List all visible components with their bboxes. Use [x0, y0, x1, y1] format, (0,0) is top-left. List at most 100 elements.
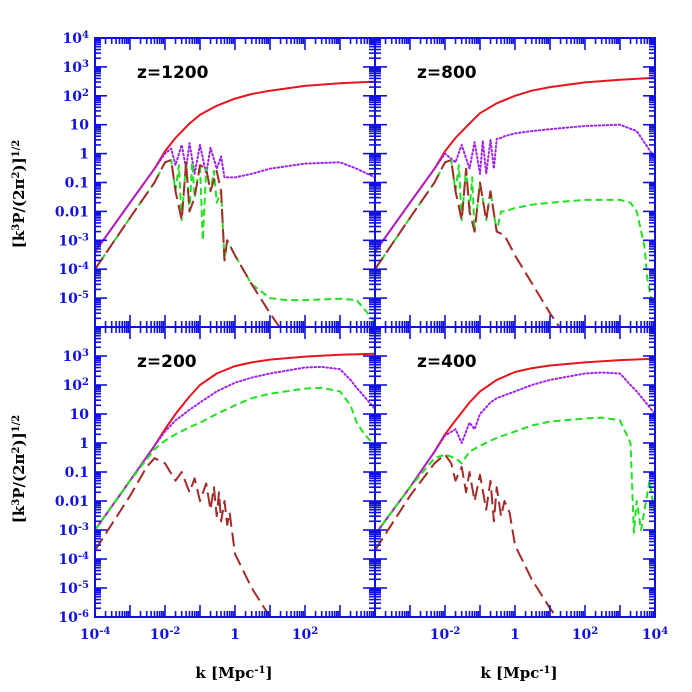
- tick-label-base: 1: [79, 147, 89, 163]
- y-tick-label: 0.1: [65, 176, 89, 192]
- tick-label-base: 10: [70, 118, 90, 134]
- tick-label-exponent: 2: [82, 377, 89, 388]
- series-line-green-short-dash: [95, 386, 375, 531]
- tick-label-exponent: -2: [169, 626, 180, 637]
- panel-label: z=1200: [137, 63, 209, 83]
- x-tick-label: 10-2: [150, 626, 181, 644]
- tick-label-exponent: 3: [82, 58, 89, 69]
- y-axis-title-top: [k3P/(2π2)]1/2: [10, 140, 28, 249]
- tick-label-base: 10: [70, 407, 90, 423]
- tick-label-exponent: -4: [78, 261, 89, 272]
- tick-label-exponent: -4: [78, 551, 89, 562]
- tick-label-exponent: 4: [82, 30, 89, 41]
- y-axis-title-bottom: [k3P/(2π2)]1/2: [10, 415, 28, 524]
- tick-label-base: 10: [58, 233, 78, 249]
- y-tick-label: 102: [63, 377, 89, 395]
- y-tick-label: 10-3: [58, 522, 89, 540]
- series-line-purple-dotted: [95, 142, 375, 253]
- tick-label-base: 10: [63, 378, 83, 394]
- tick-label-base: 1: [79, 436, 89, 452]
- tick-label-base: 10: [58, 581, 78, 597]
- y-tick-label: 10-3: [58, 232, 89, 250]
- tick-label-base: 10: [63, 89, 83, 105]
- series-group: [95, 80, 375, 327]
- x-axis-title-right: k [Mpc-1]: [480, 664, 557, 682]
- x-axis-title-left: k [Mpc-1]: [195, 664, 272, 682]
- tick-label-base: 10: [58, 552, 78, 568]
- series-line-purple-dotted: [375, 371, 655, 536]
- tick-label-exponent: 4: [661, 626, 668, 637]
- y-tick-label: 10-6: [58, 609, 89, 627]
- series-group: [375, 357, 655, 617]
- tick-label-base: 10: [58, 262, 78, 278]
- tick-label-base: 0.1: [65, 176, 89, 192]
- tick-label-base: 0.01: [55, 494, 89, 510]
- tick-label-base: 10: [58, 610, 78, 626]
- tick-label-base: 1: [230, 627, 240, 643]
- series-line-brown-long-dash: [95, 159, 281, 327]
- tick-label-exponent: -5: [78, 290, 89, 301]
- x-tick-label: 10-4: [80, 626, 111, 644]
- y-tick-label: 10: [70, 407, 90, 423]
- y-tick-label: 10: [70, 118, 90, 134]
- tick-label-base: 10: [150, 627, 170, 643]
- y-tick-label: 103: [63, 58, 89, 76]
- tick-label-exponent: -3: [78, 232, 89, 243]
- y-tick-label: 0.01: [55, 204, 89, 220]
- y-tick-label: 0.1: [65, 465, 89, 481]
- x-tick-label: 10-2: [430, 626, 461, 644]
- tick-label-base: 10: [63, 349, 83, 365]
- panel-frame: [374, 326, 656, 618]
- y-tick-label: 103: [63, 348, 89, 366]
- series-group: [95, 352, 375, 617]
- y-tick-label: 10-5: [58, 580, 89, 598]
- x-tick-label: 1: [510, 627, 520, 643]
- y-tick-label: 10-4: [58, 551, 89, 569]
- y-tick-label: 102: [63, 87, 89, 105]
- tick-label-base: 10: [80, 627, 100, 643]
- tick-label-base: 10: [430, 627, 450, 643]
- panel-label: z=200: [137, 352, 197, 372]
- x-tick-label: 1: [230, 627, 240, 643]
- tick-label-exponent: 2: [591, 626, 598, 637]
- tick-label-base: 1: [510, 627, 520, 643]
- series-line-brown-long-dash: [375, 159, 561, 327]
- tick-label-exponent: -2: [449, 626, 460, 637]
- tick-label-exponent: -4: [99, 626, 110, 637]
- tick-label-base: 0.01: [55, 204, 89, 220]
- panel-label: z=400: [417, 352, 477, 372]
- x-tick-label: 102: [572, 626, 598, 644]
- y-tick-label: 0.01: [55, 494, 89, 510]
- tick-label-base: 10: [58, 523, 78, 539]
- tick-label-exponent: -6: [78, 609, 89, 620]
- tick-label-exponent: 2: [311, 626, 318, 637]
- tick-label-base: 10: [58, 291, 78, 307]
- tick-label-base: 10: [572, 627, 592, 643]
- series-group: [375, 76, 655, 327]
- tick-label-base: 0.1: [65, 465, 89, 481]
- panels: z=12001041031021010.10.0110-310-410-5z=8…: [55, 30, 668, 644]
- y-tick-label: 1: [79, 436, 89, 452]
- series-line-brown-long-dash: [375, 453, 558, 617]
- tick-label-base: 10: [642, 627, 662, 643]
- panel-bottom-left: z=2001031021010.10.0110-310-410-510-610-…: [55, 326, 376, 644]
- tick-label-exponent: -5: [78, 580, 89, 591]
- panel-label: z=800: [417, 63, 477, 83]
- tick-label-exponent: 2: [82, 87, 89, 98]
- series-line-green-short-dash: [95, 159, 375, 323]
- series-line-green-short-dash: [375, 159, 655, 306]
- y-tick-label: 1: [79, 147, 89, 163]
- tick-label-base: 10: [63, 31, 83, 47]
- tick-label-base: 10: [63, 60, 83, 76]
- series-line-green-short-dash: [375, 416, 655, 536]
- y-tick-label: 10-4: [58, 261, 89, 279]
- tick-label-exponent: -3: [78, 522, 89, 533]
- series-line-brown-long-dash: [95, 457, 272, 617]
- y-tick-label: 104: [63, 30, 89, 48]
- x-tick-label: 102: [292, 626, 318, 644]
- tick-label-base: 10: [292, 627, 312, 643]
- x-tick-label: 104: [642, 626, 668, 644]
- y-tick-label: 10-5: [58, 290, 89, 308]
